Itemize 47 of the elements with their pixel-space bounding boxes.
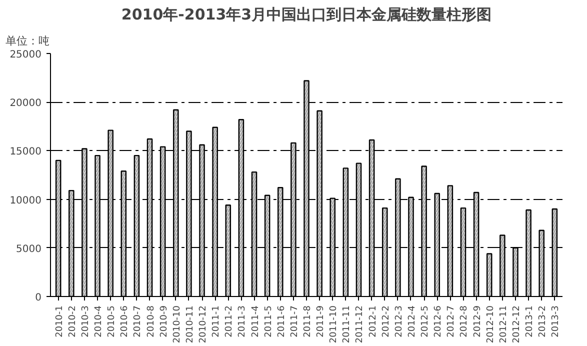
x-tick-label: 2010-6 <box>120 305 130 338</box>
y-tick-label: 5000 <box>16 244 42 255</box>
x-tick-label: 2012-8 <box>460 305 470 338</box>
y-tick-label: 10000 <box>10 195 42 206</box>
x-tick-label: 2012-4 <box>407 305 418 338</box>
x-tick-label: 2010-7 <box>133 305 144 338</box>
x-tick-label: 2011-4 <box>250 305 261 338</box>
x-tick-label: 2011-10 <box>329 305 340 344</box>
x-tick-label: 2011-6 <box>276 305 287 338</box>
x-tick-label: 2012-10 <box>486 305 496 344</box>
x-tick-label: 2011-11 <box>342 305 352 344</box>
y-tick-label: 0 <box>35 292 42 304</box>
x-tick-label: 2011-5 <box>264 305 274 338</box>
x-tick-label: 2013-2 <box>538 305 548 338</box>
x-tick-label: 2011-7 <box>290 305 300 338</box>
x-tick-label: 2012-6 <box>434 305 444 338</box>
x-tick-label: 2011-2 <box>224 305 235 338</box>
x-tick-label: 2010-9 <box>159 305 170 338</box>
x-tick-label: 2012-2 <box>381 305 392 338</box>
x-tick-label: 2012-11 <box>498 305 509 344</box>
x-tick-label: 2011-8 <box>303 305 313 338</box>
x-tick-label: 2012-9 <box>472 305 483 338</box>
x-tick-label: 2010-3 <box>80 305 91 338</box>
x-tick-label: 2013-1 <box>525 305 536 338</box>
text: 单位：吨 <box>6 34 50 48</box>
x-tick-label: 2012-12 <box>512 305 522 344</box>
x-tick-label: 2012-7 <box>446 305 457 338</box>
x-tick-label: 2010-12 <box>198 305 209 344</box>
x-tick-label: 2011-3 <box>238 305 248 338</box>
x-tick-label: 2010-2 <box>68 305 78 338</box>
y-tick-label: 15000 <box>10 146 42 158</box>
x-tick-label: 2010-4 <box>94 305 104 338</box>
x-tick-label: 2010-10 <box>172 305 182 344</box>
x-tick-label: 2011-1 <box>212 305 222 338</box>
x-tick-label: 2010-5 <box>107 305 118 338</box>
x-tick-label: 2010-11 <box>185 305 196 344</box>
chart-title: 2010年-2013年3月中国出口到日本金属硅数量柱形图 <box>121 6 492 24</box>
x-tick-label: 2011-9 <box>316 305 326 338</box>
x-tick-label: 2010-1 <box>54 305 65 338</box>
x-tick-label: 2011-12 <box>355 305 366 344</box>
x-tick-label: 2010-8 <box>146 305 156 338</box>
x-tick-label: 2012-3 <box>394 305 404 338</box>
x-tick-label: 2012-5 <box>420 305 431 338</box>
y-tick-label: 20000 <box>10 98 42 110</box>
x-tick-label: 2012-1 <box>368 305 378 338</box>
x-tick-label: 2013-3 <box>551 305 562 338</box>
y-tick-label: 25000 <box>10 50 42 60</box>
